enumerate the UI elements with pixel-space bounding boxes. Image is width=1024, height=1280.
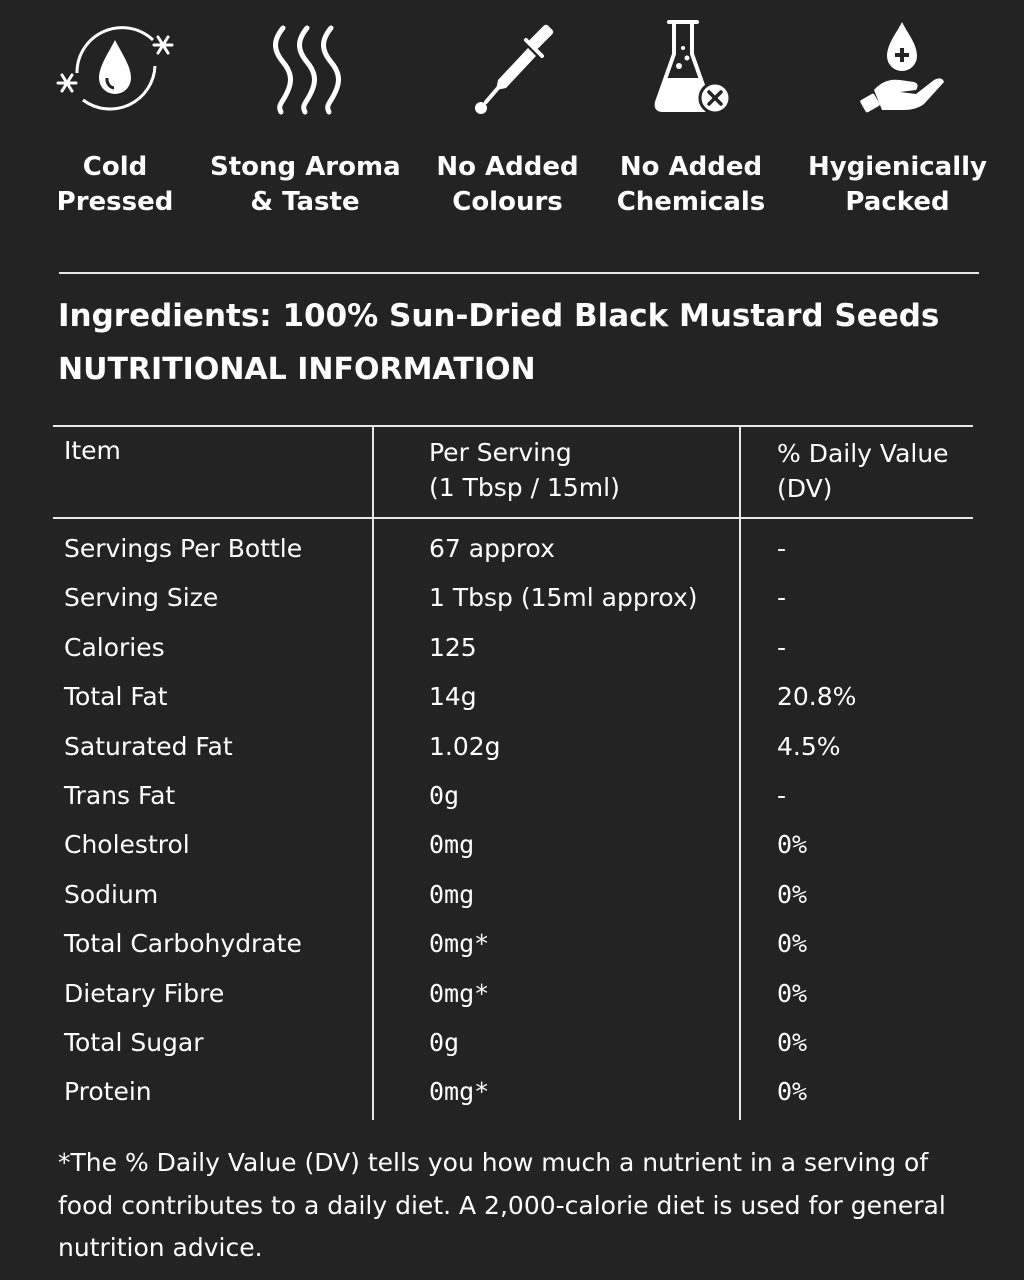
cell-daily-value: 0% (777, 929, 808, 959)
cell-item: Trans Fat (64, 781, 176, 810)
feature-label: No Added Colours (436, 152, 579, 217)
cell-item: Saturated Fat (64, 731, 233, 761)
cell-per-serving: 0mg (429, 879, 475, 909)
footnote: *The % Daily Value (DV) tells you how mu… (58, 1148, 946, 1262)
nutrition-title: NUTRITIONAL INFORMATION (58, 352, 536, 387)
table-top-border (53, 425, 973, 427)
cell-item: Calories (64, 632, 165, 662)
cell-per-serving: 0mg* (429, 1077, 490, 1107)
cell-item: Total Fat (64, 682, 168, 712)
cell-per-serving: 1 Tbsp (15ml approx) (429, 583, 698, 613)
features-row: Cold Pressed Stong Aroma & Taste (0, 0, 1024, 250)
cell-daily-value: 0% (777, 879, 808, 909)
cell-item: Dietary Fibre (64, 978, 225, 1008)
header-per-serving: Per Serving (429, 438, 572, 467)
cell-daily-value: - (777, 534, 787, 563)
section-divider (59, 272, 979, 274)
cell-daily-value: 0% (777, 1028, 808, 1057)
nutrition-table: Item Per Serving (1 Tbsp / 15ml) % Daily… (53, 425, 973, 1120)
table-column-divider (739, 425, 741, 1120)
cell-item: Sodium (64, 879, 159, 909)
cell-daily-value: 4.5% (777, 731, 841, 761)
cold-drop-snowflake-icon (55, 18, 175, 118)
cell-item: Serving Size (64, 583, 219, 613)
feature-label: Stong Aroma & Taste (210, 152, 401, 217)
cell-daily-value: 0% (777, 978, 808, 1008)
cell-per-serving: 0g (429, 1028, 460, 1057)
cell-daily-value: - (777, 583, 787, 613)
cell-per-serving: 125 (429, 632, 477, 662)
header-per-serving-unit: (1 Tbsp / 15ml) (429, 473, 620, 502)
header-daily-value-abbr: (DV) (777, 474, 833, 503)
ingredients-text: Ingredients: 100% Sun-Dried Black Mustar… (58, 298, 940, 334)
hand-drop-plus-icon (838, 18, 958, 118)
cell-per-serving: 0mg* (429, 929, 490, 959)
cell-per-serving: 0g (429, 781, 460, 810)
cell-daily-value: 0% (777, 1077, 808, 1107)
aroma-waves-icon (245, 18, 365, 118)
cell-per-serving: 1.02g (429, 731, 501, 761)
cell-daily-value: - (777, 632, 787, 662)
dropper-icon (448, 18, 568, 118)
cell-item: Total Carbohydrate (64, 929, 302, 959)
table-header-border (53, 517, 973, 519)
cell-daily-value: 0% (777, 830, 808, 860)
table-column-divider (372, 425, 374, 1120)
cell-daily-value: 20.8% (777, 682, 857, 712)
feature-label: Hygienically Packed (807, 152, 988, 217)
cell-daily-value: - (777, 781, 787, 810)
cell-per-serving: 67 approx (429, 534, 555, 563)
feature-label: No Added Chemicals (616, 152, 766, 217)
feature-label: Cold Pressed (56, 152, 174, 217)
cell-per-serving: 0mg (429, 830, 475, 860)
flask-x-icon (631, 18, 751, 118)
cell-per-serving: 14g (429, 682, 477, 712)
cell-item: Servings Per Bottle (64, 534, 303, 563)
cell-item: Total Sugar (64, 1028, 204, 1057)
header-item: Item (64, 436, 121, 465)
cell-per-serving: 0mg* (429, 978, 490, 1008)
header-daily-value: % Daily Value (777, 439, 949, 468)
cell-item: Cholestrol (64, 830, 190, 860)
cell-item: Protein (64, 1077, 152, 1107)
